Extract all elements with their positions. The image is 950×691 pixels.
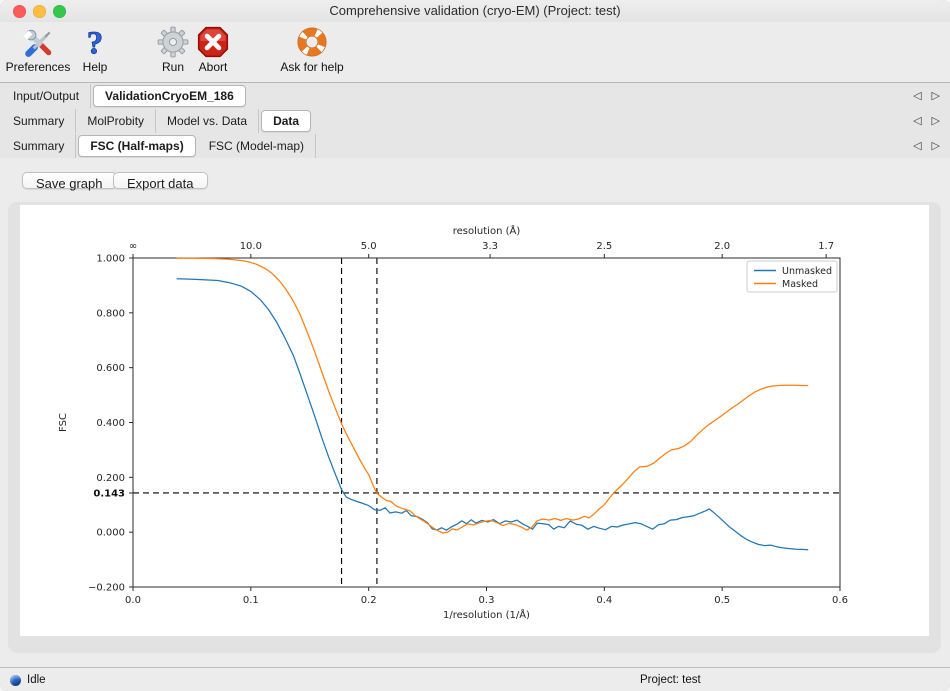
tab-data-summary[interactable]: Summary [2, 133, 77, 158]
lifebuoy-icon [297, 27, 327, 57]
svg-text:0.6: 0.6 [832, 595, 848, 606]
tab-scroll-left-icon[interactable]: ◁ [913, 89, 922, 102]
zoom-button[interactable] [53, 5, 66, 18]
toolbar-item-label: Run [161, 60, 184, 74]
preferences-button[interactable]: Preferences [1, 25, 75, 74]
tab-row-pages: Input/Output ValidationCryoEM_186 ◁ ▷ [0, 83, 950, 109]
svg-text:Unmasked: Unmasked [782, 266, 832, 277]
toolbar-item-label: Preferences [5, 60, 71, 74]
tab-scroll-right-icon[interactable]: ▷ [931, 89, 940, 102]
tab-molprobity[interactable]: MolProbity [76, 108, 157, 133]
svg-text:0.200: 0.200 [96, 473, 125, 484]
svg-text:0.2: 0.2 [361, 595, 377, 606]
svg-text:10.0: 10.0 [240, 241, 262, 252]
tab-scroll-left-icon[interactable]: ◁ [913, 139, 922, 152]
svg-text:?: ? [87, 26, 103, 59]
question-icon: ? [86, 25, 103, 59]
project-label: Project: test [640, 674, 701, 686]
svg-text:−0.200: −0.200 [88, 583, 125, 594]
help-button[interactable]: ? Help [75, 25, 115, 74]
svg-text:0.800: 0.800 [96, 308, 125, 319]
toolbar: Preferences ? Help [0, 22, 950, 83]
svg-text:0.000: 0.000 [96, 528, 125, 539]
svg-text:∞: ∞ [129, 241, 137, 252]
tab-data[interactable]: Data [261, 109, 312, 132]
svg-text:0.4: 0.4 [596, 595, 612, 606]
y-axis-label: FSC [58, 413, 69, 432]
x-axis-label: 1/resolution (1/Å) [443, 608, 530, 621]
svg-text:0.1: 0.1 [243, 595, 259, 606]
svg-text:0.143: 0.143 [93, 488, 125, 499]
tab-validationcryoem-186[interactable]: ValidationCryoEM_186 [93, 84, 246, 107]
svg-text:0.400: 0.400 [96, 418, 125, 429]
abort-icon [197, 26, 229, 58]
abort-button[interactable]: Abort [191, 25, 235, 74]
fsc-chart: 0.0 0.1 0.2 0.3 0.4 0.5 0.6 1/resolution (1/Å) ∞… [58, 224, 848, 621]
title-bar: Comprehensive validation (cryo-EM) (Proj… [0, 0, 950, 22]
tab-row-data-views: Summary FSC (Half-maps) FSC (Model-map) … [0, 133, 950, 159]
window-title: Comprehensive validation (cryo-EM) (Proj… [329, 3, 621, 18]
run-button[interactable]: Run [153, 25, 193, 74]
svg-text:5.0: 5.0 [361, 241, 377, 252]
status-text: Idle [27, 674, 46, 686]
tools-icon [23, 29, 52, 57]
series-unmasked [176, 278, 809, 551]
svg-text:2.5: 2.5 [596, 241, 612, 252]
toolbar-item-label: Abort [198, 60, 228, 74]
svg-text:1.7: 1.7 [818, 241, 834, 252]
svg-text:2.0: 2.0 [714, 241, 730, 252]
ask-for-help-button[interactable]: Ask for help [272, 25, 352, 74]
gear-icon [157, 26, 189, 58]
svg-text:3.3: 3.3 [482, 241, 498, 252]
status-bar: Idle Project: test [0, 667, 950, 691]
svg-text:1.000: 1.000 [96, 254, 125, 265]
svg-text:0.600: 0.600 [96, 363, 125, 374]
chart-canvas: 0.0 0.1 0.2 0.3 0.4 0.5 0.6 1/resolution (1/Å) ∞… [20, 205, 929, 636]
tab-scroll-left-icon[interactable]: ◁ [913, 114, 922, 127]
tab-scroll-right-icon[interactable]: ▷ [931, 139, 940, 152]
chart-panel: 0.0 0.1 0.2 0.3 0.4 0.5 0.6 1/resolution (1/Å) ∞… [8, 202, 941, 653]
tab-fsc-half-maps[interactable]: FSC (Half-maps) [78, 134, 196, 157]
export-data-button[interactable]: Export data [113, 172, 208, 191]
content-area: Save graph Export data 0.0 0.1 0.2 0.3 0.4 0.… [0, 158, 950, 667]
svg-text:0.5: 0.5 [714, 595, 730, 606]
svg-text:Masked: Masked [782, 279, 818, 290]
tab-scroll-right-icon[interactable]: ▷ [931, 114, 940, 127]
tab-summary[interactable]: Summary [2, 108, 77, 133]
tab-fsc-model-map[interactable]: FSC (Model-map) [198, 133, 317, 158]
series-masked [176, 257, 809, 534]
svg-text:0.0: 0.0 [125, 595, 141, 606]
save-graph-button[interactable]: Save graph [22, 172, 117, 191]
close-button[interactable] [13, 5, 26, 18]
minimize-button[interactable] [33, 5, 46, 18]
toolbar-item-label: Help [82, 60, 108, 74]
tab-row-sections: Summary MolProbity Model vs. Data Data ◁… [0, 108, 950, 134]
toolbar-item-label: Ask for help [280, 60, 344, 74]
tab-model-vs-data[interactable]: Model vs. Data [156, 108, 260, 133]
tab-input-output[interactable]: Input/Output [2, 83, 92, 108]
top-axis-label: resolution (Å) [453, 224, 521, 237]
plot-frame [132, 257, 841, 588]
status-idle-icon [10, 674, 21, 686]
svg-text:0.3: 0.3 [479, 595, 495, 606]
